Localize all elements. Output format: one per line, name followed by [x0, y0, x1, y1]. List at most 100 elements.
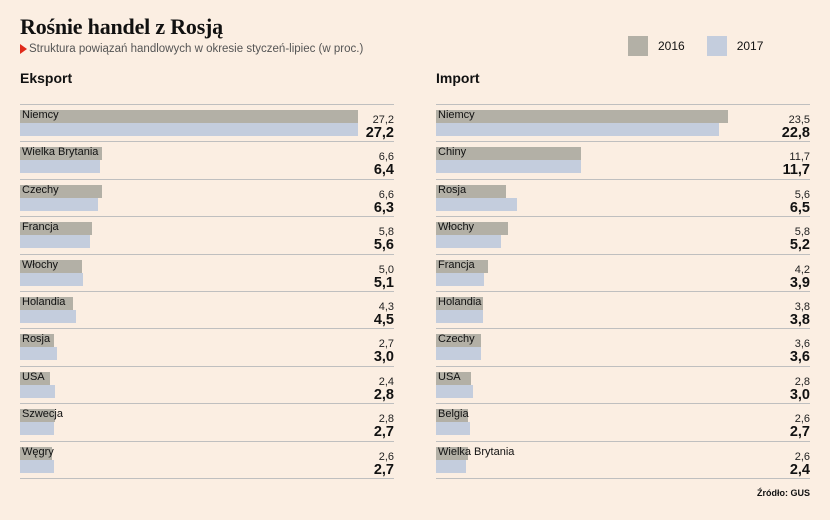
bar-2017 [436, 422, 470, 436]
export-rows: Niemcy 27,2 27,2 Wielka Brytania 6,6 6,4 Czech… [20, 104, 394, 479]
value-label-2016: 2,4 [378, 375, 394, 388]
bar-row: Francja 4,2 3,9 [436, 253, 810, 291]
value-label-2017: 5,1 [373, 274, 394, 291]
bar-2017 [436, 235, 501, 249]
category-label: Rosja [438, 183, 467, 196]
bar-2017 [20, 309, 76, 323]
bar-row: Niemcy 23,5 22,8 [436, 104, 810, 141]
bar-2017 [436, 384, 474, 398]
category-label: USA [438, 370, 461, 383]
value-label-2017: 2,7 [789, 424, 810, 441]
value-label-2017: 2,8 [373, 386, 394, 403]
bar-row: USA 2,8 3,0 [436, 365, 810, 403]
bar-2016 [20, 371, 50, 385]
source-note: Źródło: GUS [757, 488, 810, 498]
category-label: Szwecja [22, 408, 63, 421]
value-label-2016: 23,5 [788, 114, 810, 126]
value-label-2017: 2,4 [789, 461, 810, 478]
chart-title: Rośnie handel z Rosją [20, 14, 223, 39]
category-label: Włochy [438, 221, 475, 234]
value-label-2017: 6,3 [373, 199, 394, 216]
category-label: Niemcy [22, 109, 59, 121]
legend-item-2017: 2017 [706, 36, 763, 56]
bar-2016 [436, 371, 471, 385]
value-label-2016: 6,6 [378, 151, 394, 164]
category-label: Czechy [438, 333, 475, 346]
category-label: Chiny [438, 146, 467, 159]
value-label-2017: 22,8 [781, 125, 810, 141]
subtitle-text: Struktura powiązań handlowych w okresie … [29, 43, 364, 55]
bar-2017 [436, 123, 720, 136]
bar-2017 [20, 422, 54, 436]
bar-2016 [436, 296, 484, 310]
category-label: Czechy [22, 183, 59, 196]
bar-row: Czechy 3,6 3,6 [436, 328, 810, 365]
bar-2017 [20, 347, 58, 361]
export-title: Eksport [20, 70, 73, 86]
value-label-2017: 5,6 [373, 237, 394, 254]
bar-row: Czechy 6,6 6,3 [20, 178, 394, 216]
value-label-2016: 4,2 [794, 263, 810, 276]
bar-row: Rosja 2,7 3,0 [20, 328, 394, 365]
bar-2016 [436, 110, 728, 123]
bar-2016 [436, 184, 506, 198]
bar-2016 [436, 334, 481, 348]
category-label: Holandia [438, 295, 482, 308]
bar-2016 [436, 446, 469, 460]
category-label: Włochy [22, 258, 59, 271]
bar-row: Holandia 3,8 3,8 [436, 290, 810, 328]
value-label-2016: 27,2 [372, 114, 394, 126]
category-label: Holandia [22, 295, 66, 308]
bar-2016 [20, 259, 83, 273]
bar-2016 [436, 409, 469, 423]
value-label-2016: 5,8 [378, 226, 394, 239]
value-label-2016: 11,7 [789, 151, 810, 164]
bar-2016 [436, 259, 489, 273]
bar-row: Francja 5,8 5,6 [20, 216, 394, 253]
value-label-2016: 3,8 [794, 300, 810, 313]
bar-row: Szwecja 2,8 2,7 [20, 403, 394, 440]
value-label-2017: 3,6 [789, 349, 810, 366]
bar-row: USA 2,4 2,8 [20, 365, 394, 403]
value-label-2017: 27,2 [365, 125, 394, 141]
category-label: Niemcy [438, 109, 475, 121]
import-title: Import [436, 70, 480, 86]
bar-2016 [436, 147, 582, 161]
bar-row: Wielka Brytania 6,6 6,4 [20, 141, 394, 178]
value-label-2017: 2,7 [373, 461, 394, 478]
bar-2016 [20, 147, 102, 161]
triangle-marker-icon [20, 44, 27, 54]
value-label-2017: 11,7 [782, 162, 810, 179]
value-label-2017: 3,8 [789, 311, 810, 328]
bar-2017 [436, 459, 466, 473]
bar-row: Belgia 2,6 2,7 [436, 403, 810, 440]
import-rows: Niemcy 23,5 22,8 Chiny 11,7 11,7 Rosja 5,6 6,5 Wł… [436, 104, 810, 479]
value-label-2017: 6,5 [789, 199, 810, 216]
value-label-2017: 5,2 [789, 237, 810, 254]
legend-swatch-2016 [628, 36, 648, 56]
bar-row: Holandia 4,3 4,5 [20, 290, 394, 328]
value-label-2017: 6,4 [373, 162, 394, 179]
bar-2017 [436, 347, 481, 361]
value-label-2016: 4,3 [378, 300, 394, 313]
value-label-2016: 2,6 [794, 413, 810, 426]
bar-row: Niemcy 27,2 27,2 [20, 104, 394, 141]
value-label-2016: 2,7 [378, 338, 394, 351]
bar-2017 [436, 272, 485, 286]
bar-2016 [20, 110, 358, 123]
bar-row: Włochy 5,8 5,2 [436, 216, 810, 253]
category-label: Rosja [22, 333, 51, 346]
bar-2017 [20, 160, 100, 174]
legend-swatch-2017 [706, 36, 727, 56]
category-label: Francja [22, 221, 59, 234]
value-label-2016: 2,8 [378, 413, 394, 426]
category-label: Belgia [438, 408, 469, 421]
bar-2016 [20, 184, 102, 198]
bar-row: Włochy 5,0 5,1 [20, 253, 394, 291]
category-label: Węgry [22, 445, 54, 458]
bar-2016 [20, 222, 93, 236]
import-panel: Import Niemcy 23,5 22,8 Chiny 11,7 11,7 Rosja 5… [436, 68, 810, 479]
bar-2016 [20, 446, 53, 460]
bar-2016 [20, 334, 54, 348]
bar-2017 [436, 309, 484, 323]
